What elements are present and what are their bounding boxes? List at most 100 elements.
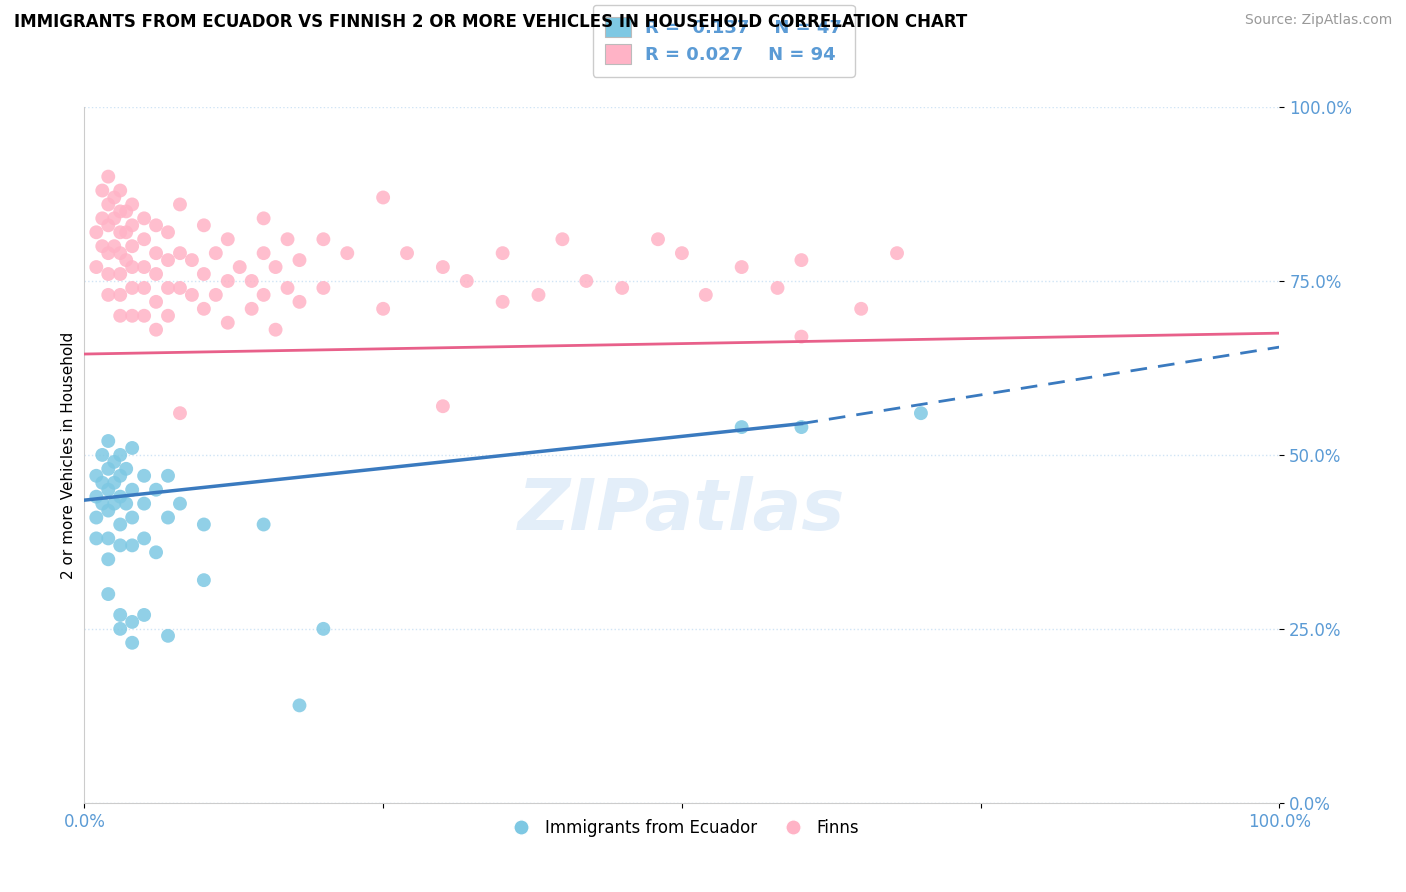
Point: [217, 316, 239, 330]
Text: IMMIGRANTS FROM ECUADOR VS FINNISH 2 OR MORE VEHICLES IN HOUSEHOLD CORRELATION C: IMMIGRANTS FROM ECUADOR VS FINNISH 2 OR …: [14, 13, 967, 31]
Point: [97, 434, 120, 448]
Point: [97, 246, 120, 260]
Point: [181, 253, 204, 268]
Point: [115, 462, 138, 476]
Point: [132, 281, 156, 295]
Point: [132, 468, 156, 483]
Point: [97, 288, 120, 302]
Point: [253, 288, 276, 302]
Point: [169, 197, 191, 211]
Point: [97, 552, 120, 566]
Point: [157, 225, 180, 239]
Point: [288, 294, 311, 309]
Point: [110, 184, 132, 198]
Point: [671, 246, 693, 260]
Point: [97, 503, 120, 517]
Text: Source: ZipAtlas.com: Source: ZipAtlas.com: [1244, 13, 1392, 28]
Point: [145, 545, 167, 559]
Point: [86, 225, 108, 239]
Point: [91, 497, 114, 511]
Point: [612, 281, 634, 295]
Point: [169, 246, 191, 260]
Point: [157, 510, 180, 524]
Point: [169, 281, 191, 295]
Point: [121, 538, 143, 552]
Legend: Immigrants from Ecuador, Finns: Immigrants from Ecuador, Finns: [498, 812, 866, 843]
Point: [110, 309, 132, 323]
Point: [121, 260, 143, 274]
Point: [264, 260, 287, 274]
Point: [205, 246, 228, 260]
Point: [115, 225, 138, 239]
Point: [110, 288, 132, 302]
Point: [790, 329, 813, 343]
Point: [288, 253, 311, 268]
Point: [115, 253, 138, 268]
Point: [97, 197, 120, 211]
Point: [115, 204, 138, 219]
Point: [157, 468, 180, 483]
Point: [264, 323, 287, 337]
Point: [97, 462, 120, 476]
Point: [91, 239, 114, 253]
Point: [145, 294, 167, 309]
Point: [253, 211, 276, 226]
Point: [121, 615, 143, 629]
Point: [110, 607, 132, 622]
Point: [97, 532, 120, 546]
Point: [492, 246, 515, 260]
Point: [695, 288, 717, 302]
Point: [97, 219, 120, 233]
Point: [492, 294, 515, 309]
Point: [851, 301, 873, 316]
Point: [121, 219, 143, 233]
Point: [193, 267, 215, 281]
Point: [157, 309, 180, 323]
Point: [647, 232, 669, 246]
Point: [193, 301, 215, 316]
Point: [91, 448, 114, 462]
Point: [312, 281, 335, 295]
Point: [115, 497, 138, 511]
Point: [790, 253, 813, 268]
Point: [396, 246, 419, 260]
Point: [110, 448, 132, 462]
Point: [336, 246, 359, 260]
Point: [253, 517, 276, 532]
Point: [132, 211, 156, 226]
Point: [110, 490, 132, 504]
Point: [103, 239, 125, 253]
Point: [145, 267, 167, 281]
Point: [886, 246, 908, 260]
Point: [193, 517, 215, 532]
Point: [97, 267, 120, 281]
Point: [103, 475, 125, 490]
Point: [103, 211, 125, 226]
Point: [103, 497, 125, 511]
Point: [91, 184, 114, 198]
Point: [103, 190, 125, 204]
Point: [110, 622, 132, 636]
Point: [253, 246, 276, 260]
Point: [277, 232, 299, 246]
Point: [766, 281, 789, 295]
Point: [157, 281, 180, 295]
Point: [97, 587, 120, 601]
Point: [312, 232, 335, 246]
Point: [110, 538, 132, 552]
Point: [145, 323, 167, 337]
Point: [86, 510, 108, 524]
Point: [145, 219, 167, 233]
Point: [432, 399, 454, 413]
Point: [121, 309, 143, 323]
Point: [86, 260, 108, 274]
Point: [169, 497, 191, 511]
Point: [110, 267, 132, 281]
Point: [110, 468, 132, 483]
Point: [132, 607, 156, 622]
Point: [456, 274, 478, 288]
Point: [373, 190, 395, 204]
Point: [110, 204, 132, 219]
Point: [110, 225, 132, 239]
Point: [157, 629, 180, 643]
